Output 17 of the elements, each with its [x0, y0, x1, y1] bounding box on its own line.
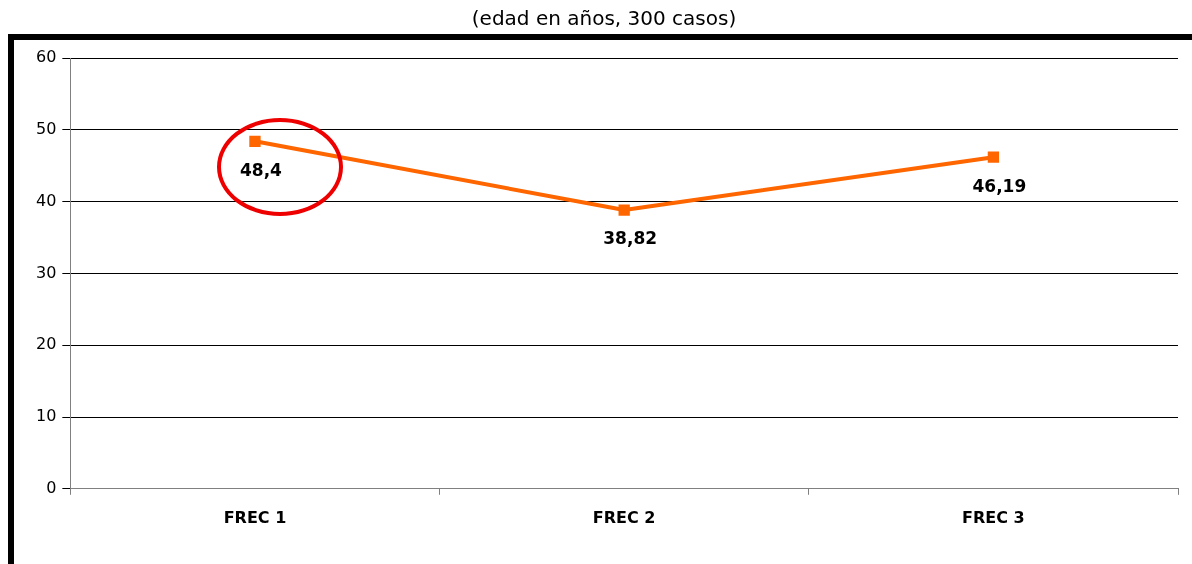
data-label: 46,19: [972, 175, 1027, 196]
y-tick-label: 0: [46, 477, 57, 497]
y-tick-label: 10: [36, 406, 57, 426]
x-tick-label: FREC 3: [962, 507, 1025, 527]
point: [618, 204, 630, 216]
y-tick-label: 20: [36, 334, 57, 354]
point: [987, 151, 1000, 163]
x-tick-label: FREC 1: [223, 507, 287, 527]
x-tick-label: FREC 2: [592, 507, 656, 527]
y-tick-label: 30: [36, 262, 57, 282]
y-tick-label: 40: [36, 190, 57, 210]
chart-title: (edad en años, 300 casos): [471, 6, 737, 31]
data-label: 38,82: [603, 228, 658, 249]
y-tick-label: 50: [36, 118, 57, 138]
y-tick-label: 60: [36, 47, 57, 67]
point: [249, 135, 261, 147]
data-label: 48,4: [239, 159, 283, 180]
